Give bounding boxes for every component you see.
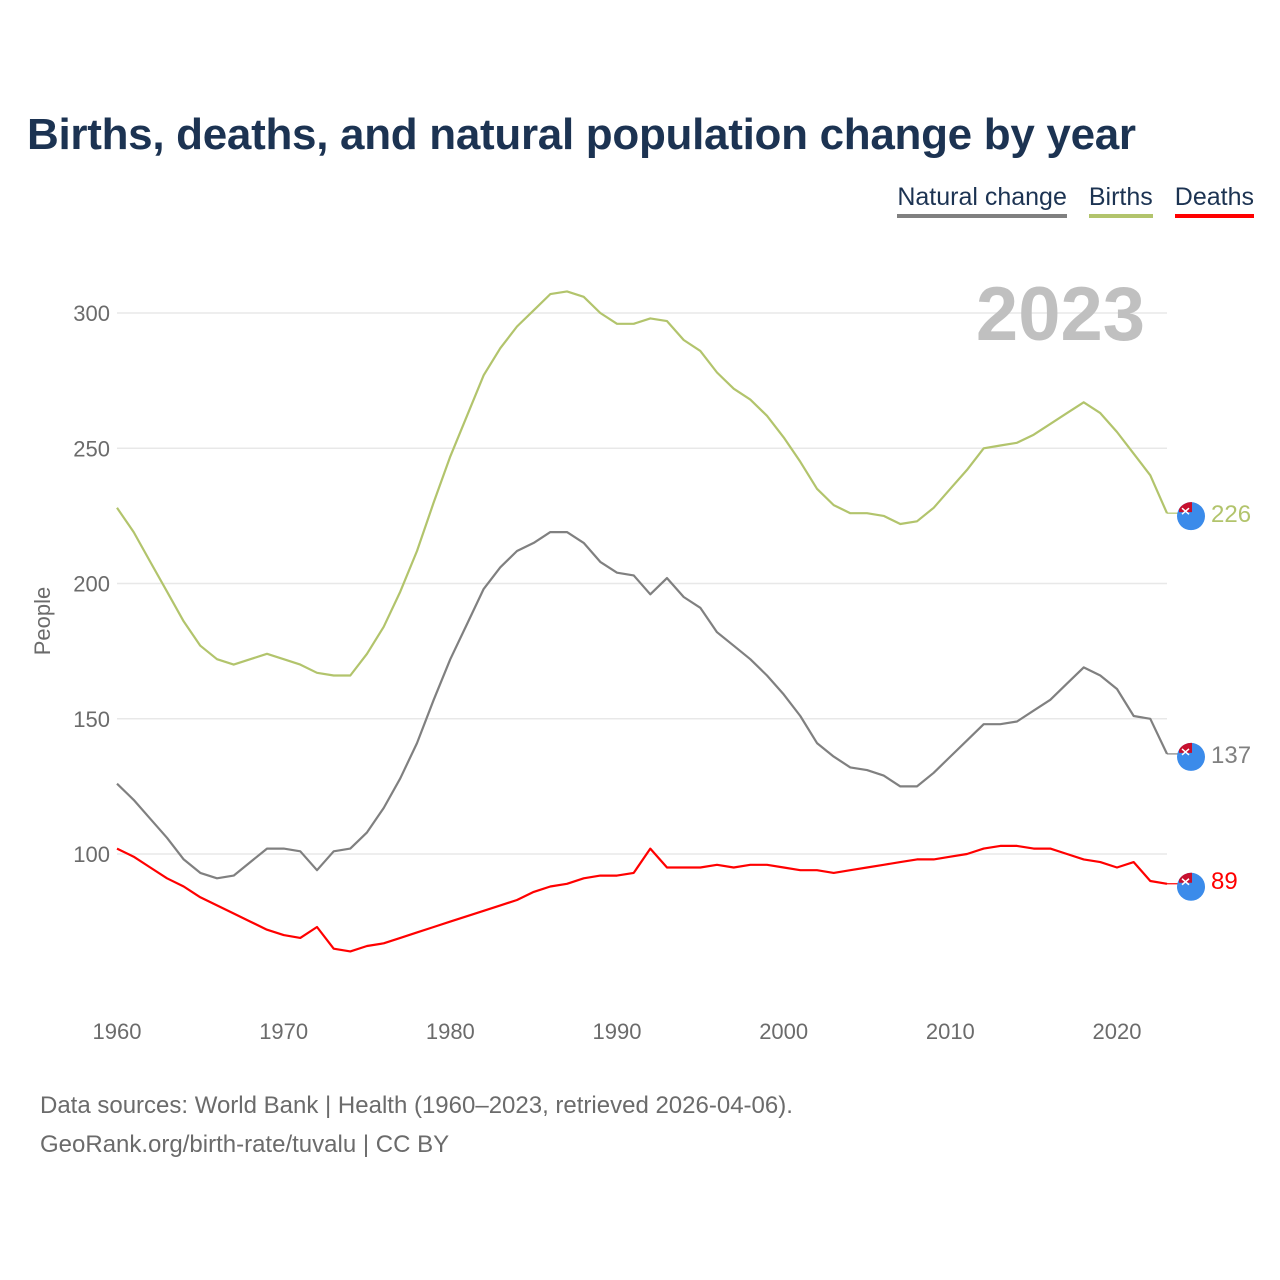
legend-deaths[interactable]: Deaths [1174, 183, 1254, 218]
series-line-births [116, 290, 1169, 677]
legend: Natural change Births Deaths [897, 183, 1254, 218]
x-tick-label: 2020 [1093, 1019, 1142, 1044]
source-url-text: GeoRank.org/birth-rate/tuvalu | CC BY [40, 1131, 450, 1158]
legend-births[interactable]: Births [1088, 183, 1153, 218]
x-tick-label: 1990 [593, 1019, 642, 1044]
data-source-text: Data sources: World Bank | Health (1960–… [40, 1092, 793, 1119]
x-tick-label: 1970 [259, 1019, 308, 1044]
tuvalu-flag-icon [1177, 502, 1205, 531]
end-value-label-deaths: 89 [1211, 868, 1238, 895]
y-tick-label: 100 [73, 842, 110, 867]
tuvalu-flag-icon [1177, 742, 1205, 771]
x-tick-label: 1960 [93, 1019, 142, 1044]
y-tick-label: 200 [73, 572, 110, 597]
series-line-deaths [116, 844, 1168, 953]
y-axis-label: People [30, 587, 55, 656]
year-watermark: 2023 [976, 272, 1145, 357]
end-value-label-births: 226 [1211, 501, 1251, 528]
legend-natural-change[interactable]: Natural change [897, 183, 1067, 218]
end-value-label-natural-change: 137 [1211, 742, 1251, 769]
y-tick-label: 300 [73, 301, 110, 326]
x-tick-label: 2010 [926, 1019, 975, 1044]
y-tick-label: 150 [73, 707, 110, 732]
x-tick-label: 2000 [759, 1019, 808, 1044]
footer: Data sources: World Bank | Health (1960–… [40, 1086, 793, 1164]
y-tick-label: 250 [73, 436, 110, 461]
tuvalu-flag-icon [1177, 872, 1205, 901]
series-line-natural-change [116, 530, 1168, 880]
chart-title: Births, deaths, and natural population c… [27, 110, 1136, 159]
x-tick-label: 1980 [426, 1019, 475, 1044]
